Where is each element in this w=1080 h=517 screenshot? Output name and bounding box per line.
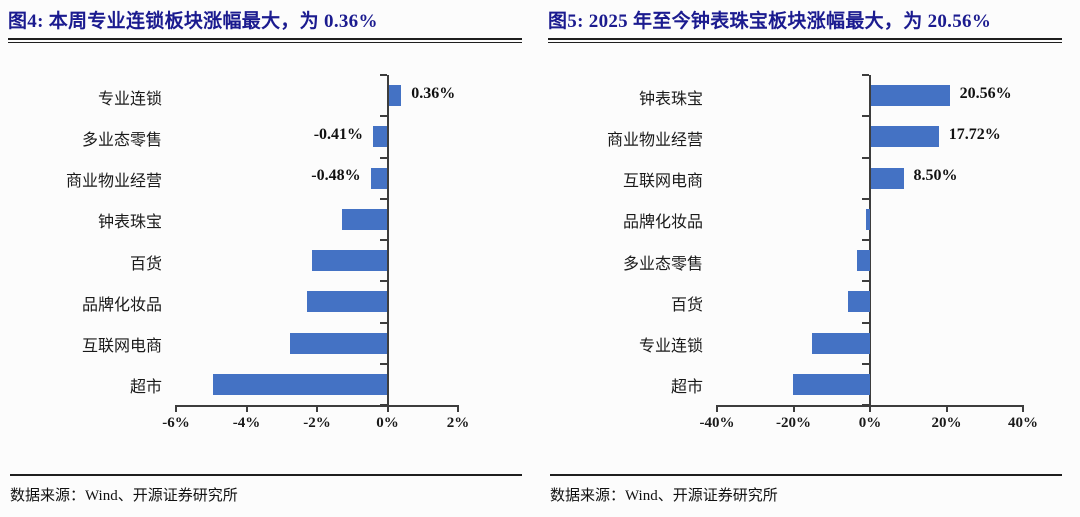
x-tick-label: 2%	[446, 415, 470, 431]
y-axis-line	[386, 75, 389, 405]
figure4-title: 图4: 本周专业连锁板块涨幅最大，为 0.36%	[8, 11, 378, 32]
x-axis-tick	[175, 405, 177, 412]
y-axis-tick	[379, 280, 387, 283]
bar	[289, 332, 388, 354]
x-tick-label: 20%	[931, 415, 962, 431]
x-tick-label: 0%	[858, 415, 882, 431]
figure5-plot: -40% -20% 0% 20% 40% 钟表珠宝 20.56% 商业物业经营 17.72% 互联…	[607, 74, 1038, 431]
y-axis-tick	[862, 74, 869, 76]
figure5-source-rule	[550, 474, 1062, 476]
x-axis-tick	[945, 405, 948, 412]
x-tick-label: -40%	[699, 415, 735, 431]
figure5-title-rule	[548, 38, 1062, 43]
category-label: 百货	[129, 255, 162, 273]
figure5-data-source: 数据来源：Wind、开源证券研究所	[550, 488, 778, 504]
x-tick-label: -6%	[162, 415, 190, 431]
y-axis-tick	[862, 362, 869, 365]
bar	[871, 167, 904, 189]
y-axis-tick	[862, 197, 869, 200]
x-tick-label: -4%	[232, 415, 261, 431]
y-axis-tick	[862, 156, 869, 159]
bar	[213, 373, 388, 395]
figure5-title: 图5: 2025 年至今钟表珠宝板块涨幅最大，为 20.56%	[548, 11, 992, 32]
category-label: 商业物业经营	[606, 131, 703, 149]
y-axis-tick	[379, 239, 387, 241]
y-axis-tick	[379, 362, 387, 365]
category-label: 超市	[670, 379, 703, 397]
figure4-title-rule	[8, 38, 522, 43]
x-axis-tick	[457, 405, 459, 412]
bar	[793, 373, 870, 395]
bar	[848, 291, 870, 313]
x-axis-tick	[792, 405, 795, 412]
figure5-panel: 图5: 2025 年至今钟表珠宝板块涨幅最大，为 20.56% -40% -20%…	[540, 0, 1080, 517]
bar	[342, 208, 388, 230]
value-label: 0.36%	[411, 84, 456, 102]
y-axis-tick	[862, 280, 869, 283]
bar	[307, 291, 388, 313]
x-tick-label: 40%	[1008, 415, 1038, 431]
bar	[388, 85, 402, 107]
figure4-panel: 图4: 本周专业连锁板块涨幅最大，为 0.36% -6% -4% -2% 0% 2% 专业…	[8, 11, 522, 504]
figure4-plot: -6% -4% -2% 0% 2% 专业连锁 0.36% 多业态零售 -0.41% 商业物业经营 -…	[66, 74, 469, 431]
x-axis-tick	[869, 405, 871, 412]
category-label: 商业物业经营	[65, 173, 162, 191]
category-label: 百货	[670, 296, 703, 314]
x-axis-tick	[716, 405, 718, 412]
category-label: 专业连锁	[638, 338, 703, 356]
value-label: -0.41%	[313, 125, 364, 143]
y-axis-line	[869, 75, 871, 405]
bar	[871, 85, 950, 107]
x-tick-label: -2%	[303, 415, 331, 431]
category-label: 多业态零售	[622, 255, 703, 273]
y-axis-tick	[379, 197, 387, 200]
bar	[865, 208, 870, 230]
y-axis-tick	[862, 321, 869, 324]
category-label: 钟表珠宝	[638, 90, 703, 108]
value-label: -0.48%	[311, 167, 361, 185]
category-label: 超市	[129, 379, 162, 397]
category-label: 专业连锁	[97, 90, 162, 108]
category-label: 互联网电商	[622, 173, 703, 191]
y-axis-tick	[379, 156, 387, 159]
bar	[373, 126, 388, 148]
category-label: 品牌化妆品	[81, 296, 162, 314]
figure4-data-source: 数据来源：Wind、开源证券研究所	[10, 488, 238, 504]
x-axis-tick	[386, 405, 389, 412]
x-axis-tick	[316, 405, 318, 412]
y-axis-tick	[379, 115, 387, 118]
value-label: 17.72%	[948, 125, 1001, 143]
bar	[871, 126, 939, 148]
value-label: 8.50%	[913, 167, 958, 185]
category-label: 品牌化妆品	[622, 214, 703, 232]
figure4-source-rule	[10, 474, 522, 476]
category-label: 钟表珠宝	[97, 214, 162, 232]
x-axis-tick	[1022, 405, 1024, 412]
y-axis-tick	[862, 239, 869, 241]
bar	[811, 332, 870, 354]
y-axis-tick	[379, 74, 387, 76]
x-tick-label: -20%	[776, 415, 811, 431]
value-label: 20.56%	[959, 84, 1012, 102]
bar	[856, 250, 870, 272]
y-axis-tick	[862, 115, 869, 118]
x-axis-tick	[245, 405, 248, 412]
bar	[370, 167, 388, 189]
category-label: 互联网电商	[81, 338, 162, 356]
category-label: 多业态零售	[81, 131, 162, 149]
y-axis-tick	[379, 321, 387, 324]
bar	[312, 250, 388, 272]
x-tick-label: 0%	[376, 415, 399, 431]
